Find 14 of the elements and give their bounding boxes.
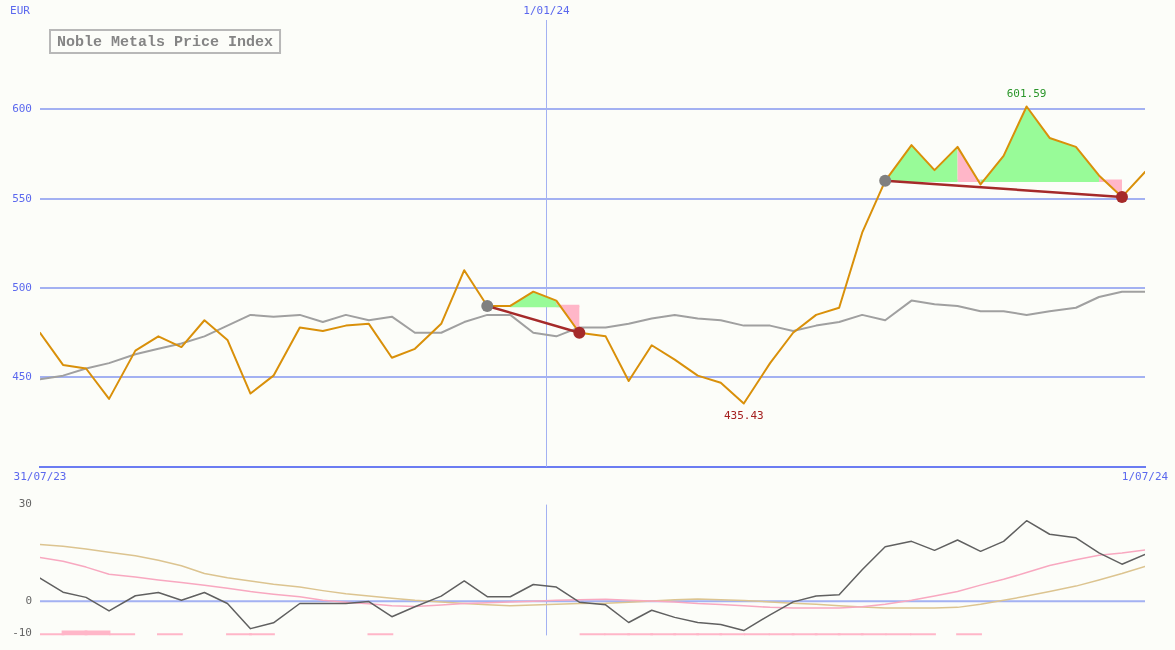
y-tick-label: -10 — [12, 626, 32, 640]
y-tick-label: 500 — [12, 280, 32, 294]
y-tick-label: 600 — [12, 102, 32, 116]
annotation: 601.59 — [1006, 87, 1047, 101]
annotation: 435.43 — [723, 409, 764, 423]
y-axis-title: EUR — [10, 4, 31, 18]
x-tick-label: 31/07/23 — [13, 470, 67, 484]
text: Noble Metals Price Index — [57, 34, 274, 52]
y-tick-label: 550 — [12, 191, 32, 205]
y-tick-label: 450 — [12, 370, 32, 384]
x-tick-label: 1/07/24 — [1121, 470, 1169, 484]
y-tick-label: 0 — [25, 594, 32, 608]
ref-line-label: 1/01/24 — [523, 4, 571, 18]
y-tick-label: 30 — [18, 497, 32, 511]
